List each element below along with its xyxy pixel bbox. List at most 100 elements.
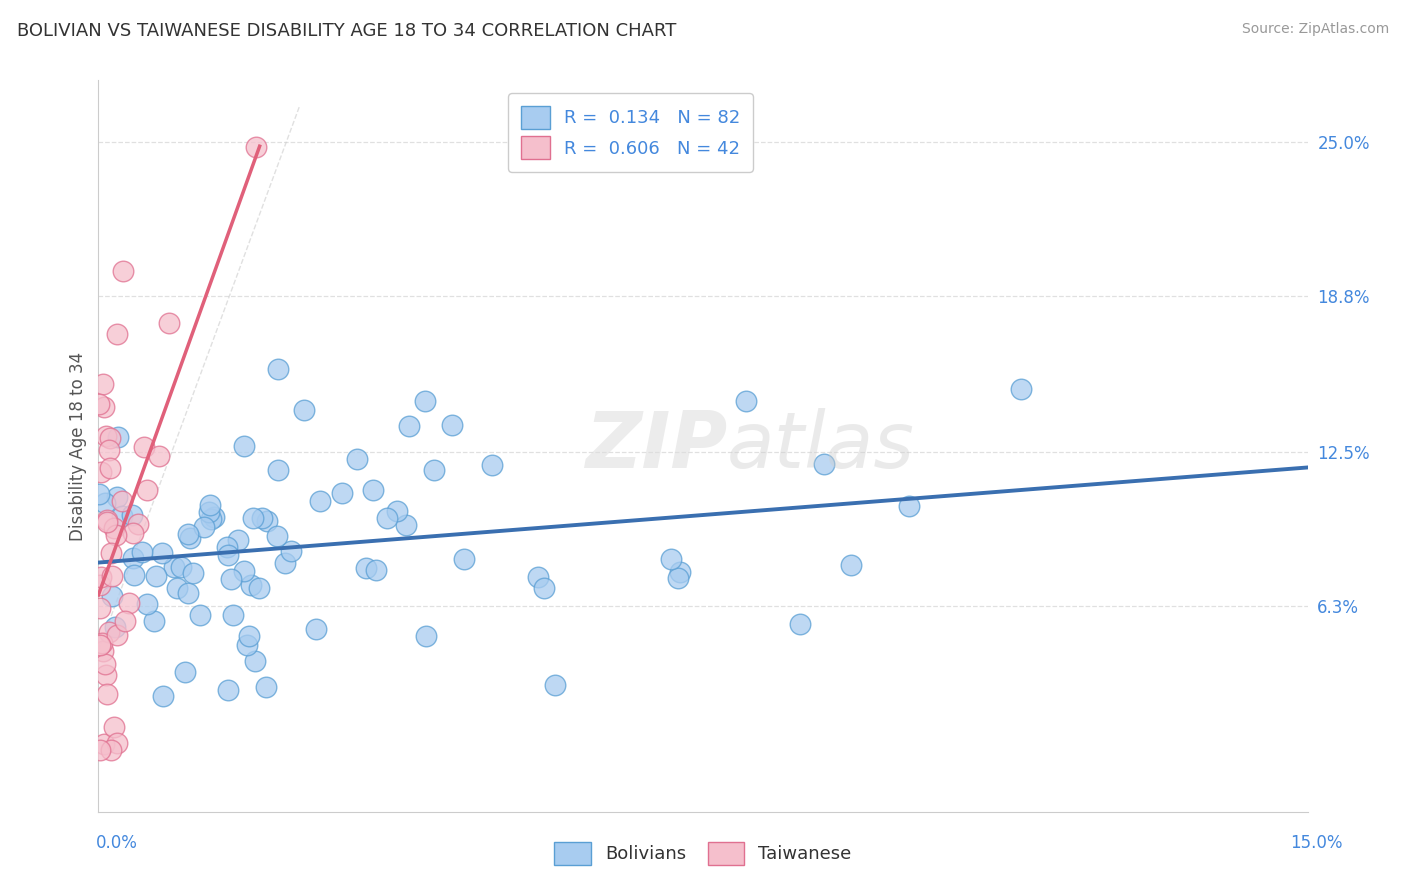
Point (267, 463, 290, 477)
Point (453, 551, 475, 566)
Point (233, 564, 256, 578)
Point (89, 638, 111, 652)
Point (90, 569, 112, 583)
Point (148, 450, 170, 464)
Y-axis label: Disability Age 18 to 34: Disability Age 18 to 34 (69, 351, 87, 541)
Point (413, 394, 436, 409)
Point (89, 397, 111, 411)
Point (179, 532, 201, 546)
Point (188, 607, 211, 622)
Point (100, 743, 122, 757)
Point (96, 516, 118, 530)
Point (93, 737, 115, 751)
Point (169, 559, 191, 574)
Point (166, 581, 188, 595)
Point (226, 533, 249, 547)
Point (247, 581, 270, 595)
Point (304, 622, 326, 636)
Point (96, 687, 118, 701)
Point (100, 546, 122, 560)
Point (181, 566, 204, 580)
Point (274, 556, 297, 570)
Point (668, 571, 690, 585)
Point (100, 589, 122, 603)
Point (266, 361, 288, 376)
Point (104, 620, 127, 634)
Point (98, 431, 121, 445)
Legend: Bolivians, Taiwanese: Bolivians, Taiwanese (546, 833, 860, 874)
Point (415, 629, 437, 643)
Point (398, 419, 420, 434)
Point (105, 327, 128, 342)
Point (197, 505, 219, 519)
Text: BOLIVIAN VS TAIWANESE DISABILITY AGE 18 TO 34 CORRELATION CHART: BOLIVIAN VS TAIWANESE DISABILITY AGE 18 … (17, 22, 676, 40)
Point (193, 519, 215, 533)
Point (387, 504, 409, 518)
Point (93, 401, 115, 415)
Point (104, 528, 127, 542)
Point (93, 496, 115, 510)
Point (330, 485, 353, 500)
Point (111, 508, 134, 523)
Point (163, 559, 186, 574)
Point (254, 680, 277, 694)
Point (256, 514, 278, 528)
Point (91, 377, 114, 392)
Point (142, 614, 165, 628)
Point (87, 487, 110, 501)
Text: Source: ZipAtlas.com: Source: ZipAtlas.com (1241, 22, 1389, 37)
Text: ZIP: ZIP (585, 408, 727, 484)
Point (668, 565, 690, 579)
Point (232, 439, 254, 453)
Point (423, 463, 446, 477)
Point (105, 627, 128, 641)
Point (177, 527, 200, 541)
Point (222, 608, 245, 623)
Point (89, 578, 111, 592)
Point (114, 614, 136, 628)
Point (105, 490, 128, 504)
Point (103, 520, 125, 534)
Point (897, 499, 920, 513)
Point (122, 568, 145, 582)
Point (157, 316, 180, 330)
Point (839, 558, 862, 572)
Point (813, 458, 835, 472)
Point (98, 443, 121, 458)
Point (533, 581, 555, 595)
Point (91, 636, 114, 650)
Point (90, 465, 112, 479)
Point (734, 394, 756, 409)
Point (96, 667, 118, 681)
Point (309, 493, 332, 508)
Point (100, 569, 122, 583)
Text: atlas: atlas (727, 408, 915, 484)
Point (121, 508, 143, 522)
Point (131, 545, 153, 559)
Point (217, 682, 239, 697)
Point (111, 494, 134, 508)
Point (481, 458, 503, 472)
Point (122, 525, 145, 540)
Point (122, 551, 145, 566)
Text: 0.0%: 0.0% (96, 834, 138, 852)
Point (217, 548, 239, 562)
Point (145, 569, 167, 583)
Point (239, 577, 262, 591)
Point (150, 546, 173, 560)
Point (177, 585, 200, 599)
Point (250, 510, 273, 524)
Point (543, 678, 565, 692)
Point (236, 638, 259, 652)
Point (152, 690, 174, 704)
Point (354, 561, 377, 575)
Point (127, 516, 149, 531)
Point (527, 570, 550, 584)
Point (395, 518, 418, 533)
Point (105, 736, 128, 750)
Point (89, 601, 111, 615)
Point (173, 665, 195, 679)
Point (346, 452, 368, 467)
Point (659, 552, 682, 566)
Point (242, 511, 264, 525)
